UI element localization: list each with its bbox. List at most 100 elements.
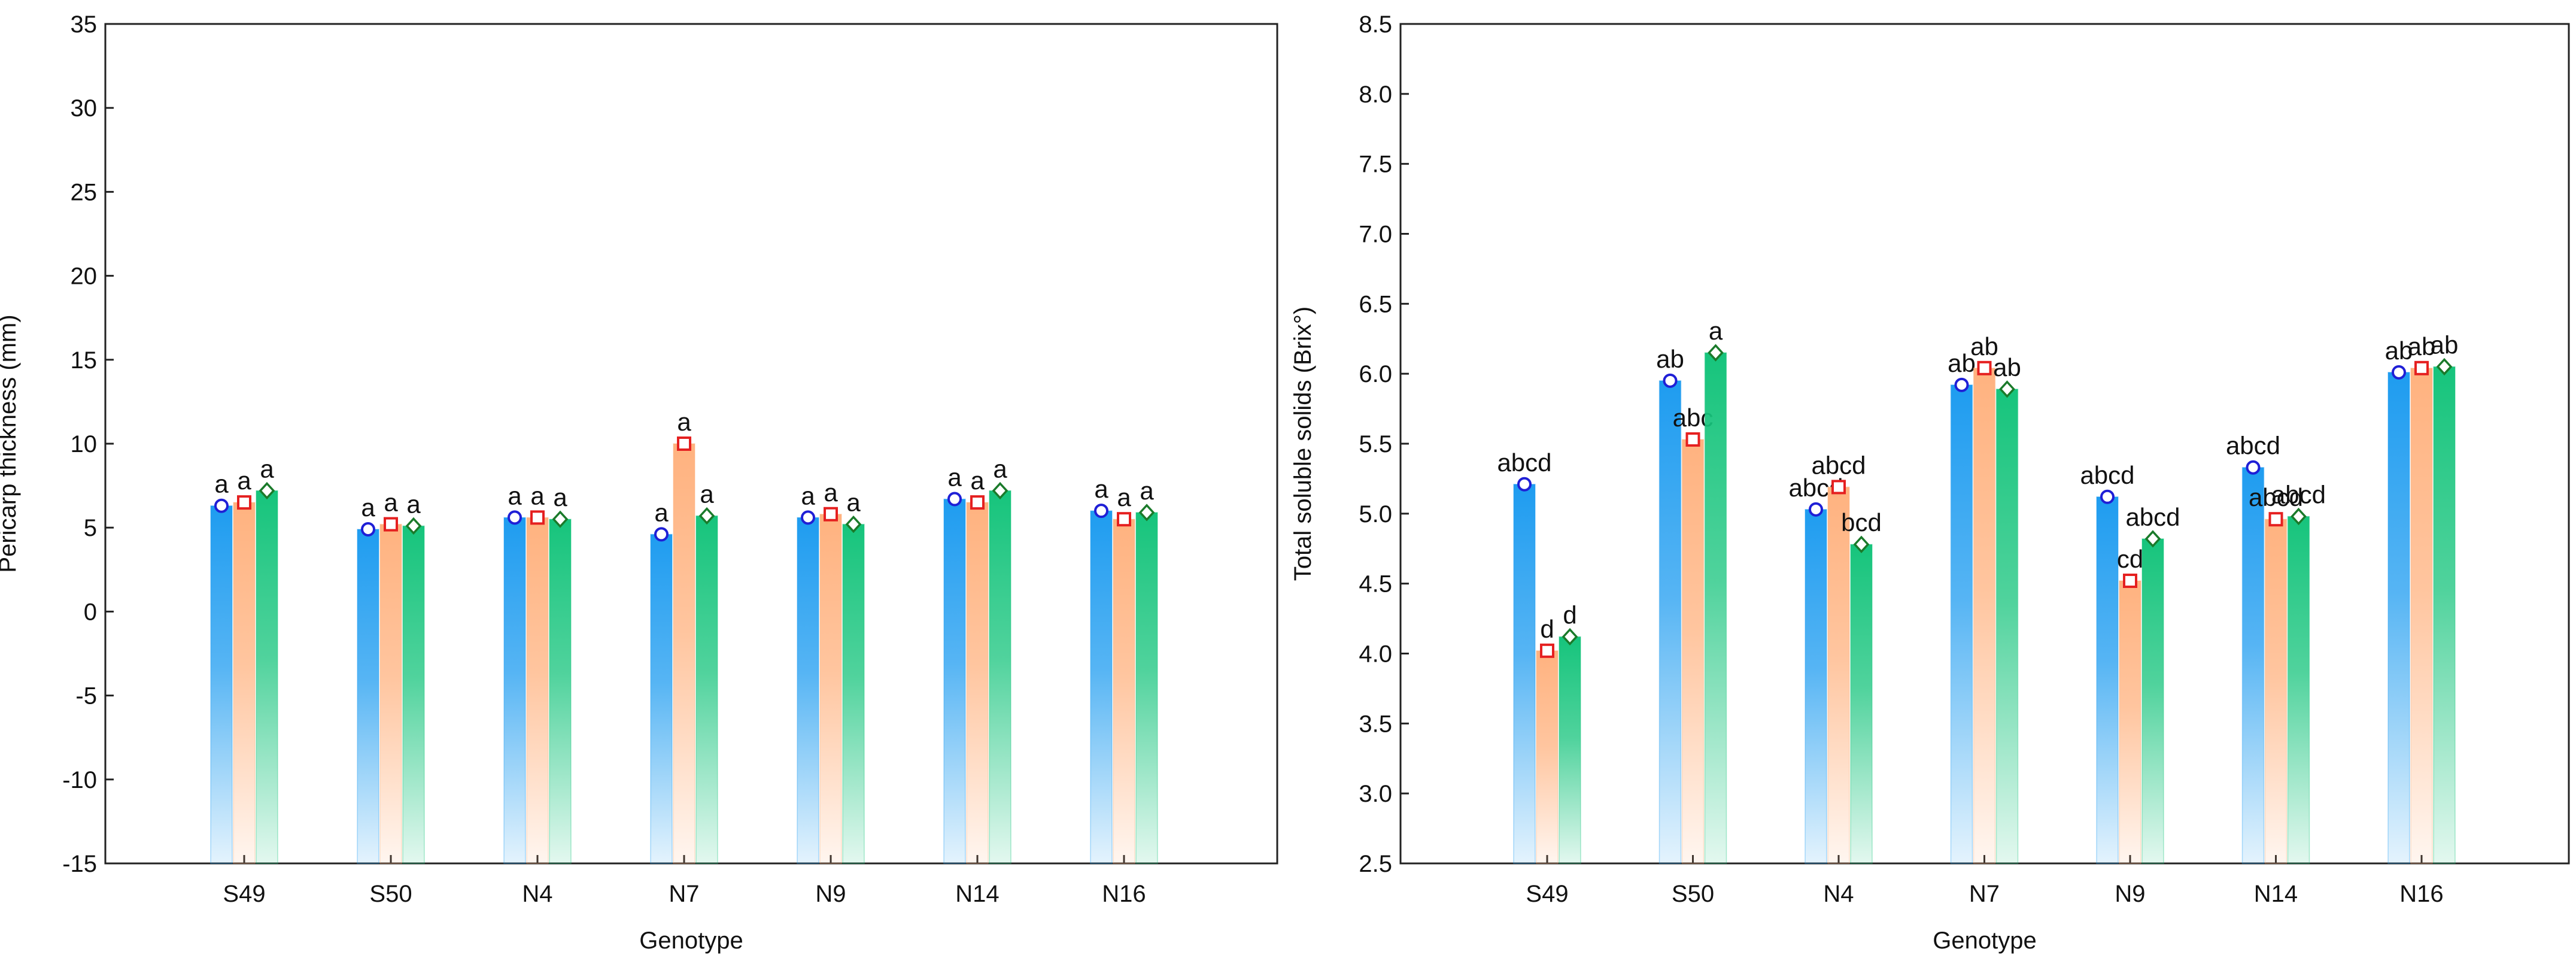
significance-label: ab	[1993, 353, 2021, 381]
marker-circle	[1663, 373, 1678, 388]
significance-label: abcd	[2080, 461, 2134, 489]
bar	[1559, 636, 1581, 864]
significance-label: ab	[2431, 331, 2459, 359]
marker-square	[1540, 643, 1554, 658]
bar	[233, 502, 256, 864]
bar	[1513, 484, 1536, 864]
significance-label: a	[677, 408, 691, 436]
marker-circle	[361, 522, 375, 537]
bar	[2387, 372, 2410, 864]
significance-label: a	[1140, 477, 1154, 505]
bar	[2241, 466, 2265, 864]
y-tick-label: 3.0	[1359, 781, 1392, 807]
x-tick-label: N16	[1102, 881, 1146, 907]
significance-label: abcd	[1497, 448, 1551, 477]
bar	[1536, 650, 1559, 864]
significance-label: abcd	[2226, 432, 2280, 460]
marker-diamond	[1999, 380, 2015, 398]
marker-diamond	[2291, 507, 2307, 526]
marker-circle	[1517, 477, 1532, 492]
bar	[402, 525, 425, 864]
bar	[2410, 368, 2433, 864]
significance-label: a	[361, 493, 375, 522]
significance-label: a	[237, 466, 251, 495]
bar	[1090, 510, 1113, 864]
x-tick-label: N16	[2399, 881, 2443, 907]
bar	[1805, 509, 1827, 864]
y-tick-label: 4.5	[1359, 571, 1392, 598]
y-tick-label: -5	[75, 683, 97, 710]
x-tick-label: N14	[2254, 881, 2298, 907]
bar	[695, 515, 718, 864]
x-tick-label: N7	[1969, 881, 2000, 907]
significance-label: ab	[1948, 349, 1976, 377]
significance-label: a	[406, 490, 421, 518]
x-tick-label: S50	[369, 881, 412, 907]
y-tick-label: 15	[71, 347, 98, 374]
bar	[1850, 544, 1873, 864]
y-tick-label: 2.5	[1359, 851, 1392, 877]
bar	[1135, 512, 1158, 864]
bar	[1681, 439, 1705, 864]
marker-diamond	[552, 510, 569, 528]
marker-square	[677, 436, 691, 451]
x-tick-label: N4	[1823, 881, 1854, 907]
bar	[819, 514, 842, 864]
significance-label: bcd	[1841, 508, 1882, 536]
y-tick-label: 3.5	[1359, 711, 1392, 737]
significance-label: a	[530, 481, 545, 510]
significance-label: a	[824, 478, 838, 507]
y-tick-label: 4.0	[1359, 641, 1392, 668]
marker-circle	[214, 498, 229, 513]
y-tick-label: 10	[71, 431, 98, 457]
bar	[2287, 516, 2310, 864]
bar	[842, 523, 865, 864]
bar	[256, 490, 278, 864]
significance-label: a	[654, 498, 669, 526]
significance-label: a	[801, 481, 815, 510]
marker-square	[530, 510, 545, 525]
marker-circle	[947, 492, 962, 507]
bar	[2096, 496, 2119, 864]
y-tick-label: 7.5	[1359, 151, 1392, 178]
bar	[673, 443, 695, 864]
bar	[966, 502, 989, 864]
significance-label: a	[970, 466, 985, 495]
x-axis-title: Genotype	[1933, 927, 2036, 954]
y-tick-label: 35	[71, 11, 98, 38]
x-tick-label: S49	[223, 881, 265, 907]
bar	[2141, 538, 2164, 864]
significance-label: abcd	[2249, 483, 2303, 511]
total-soluble-solids-chart: 8.5 8.0 7.5 7.0 6.5 6.0 5.5 5.0 4.5 4.0 3.5 3.0 2.5 T…	[1290, 11, 2570, 954]
significance-label: a	[508, 481, 522, 510]
x-tick-label: N7	[669, 881, 699, 907]
genotype-group-n7: N7 a a a	[650, 408, 718, 907]
significance-label: abcd	[2271, 481, 2326, 509]
bar	[989, 490, 1011, 864]
bar	[1995, 389, 2019, 864]
significance-label: a	[260, 455, 274, 483]
y-tick-label: 5	[84, 515, 97, 541]
x-tick-label: N9	[2115, 881, 2145, 907]
y-tick-label: 25	[71, 179, 98, 205]
y-tick-label: 20	[71, 263, 98, 290]
marker-square	[1977, 360, 1992, 375]
bar	[943, 498, 966, 864]
x-tick-label: N14	[955, 881, 999, 907]
bar	[549, 519, 572, 864]
y-tick-label: 8.5	[1359, 11, 1392, 38]
x-tick-label: S50	[1672, 881, 1714, 907]
bar	[2264, 519, 2288, 864]
bar	[1113, 519, 1135, 864]
bar	[503, 517, 526, 864]
significance-label: cd	[2117, 545, 2143, 573]
x-tick-label: N4	[522, 881, 552, 907]
significance-label: d	[1563, 601, 1576, 629]
marker-square	[970, 495, 985, 510]
marker-square	[384, 517, 398, 532]
